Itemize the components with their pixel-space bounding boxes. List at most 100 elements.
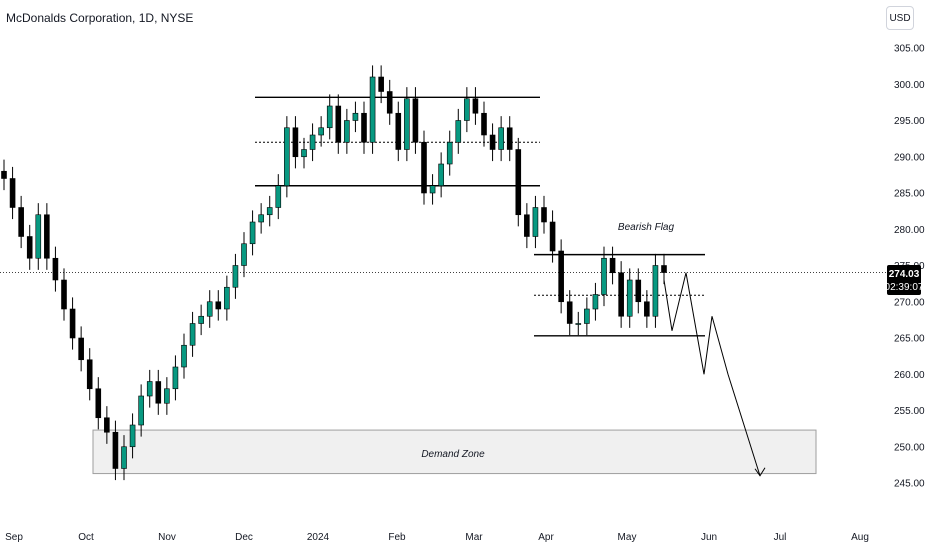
candle-body-down (26, 236, 33, 259)
candle-body-up (232, 265, 239, 288)
candle-body-down (18, 207, 24, 237)
candle (369, 65, 376, 154)
candle (61, 268, 67, 321)
candle (241, 232, 247, 278)
candle (95, 377, 102, 430)
y-tick-label: 250.00 (894, 442, 925, 453)
candle (44, 203, 50, 270)
candle-body-down (644, 301, 650, 317)
candle (181, 333, 187, 379)
y-axis[interactable]: 305.00300.00295.00290.00285.00280.00275.… (894, 44, 925, 490)
candle (35, 203, 42, 270)
candle (601, 246, 607, 307)
x-tick-label: May (618, 532, 637, 543)
projection-layer (663, 272, 766, 477)
y-tick-label: 255.00 (894, 406, 925, 417)
annotations-layer: Bearish Flag Demand Zone (421, 222, 674, 460)
x-tick-label: Apr (538, 532, 554, 543)
candle (284, 116, 290, 198)
candle-body-up (172, 366, 179, 390)
candle-body-down (635, 279, 642, 303)
candle (386, 79, 393, 125)
candle-body-down (541, 207, 547, 223)
candle (498, 116, 504, 162)
candle (541, 195, 547, 234)
candle (464, 87, 470, 133)
candle (249, 210, 256, 256)
candle-body-down (9, 178, 16, 208)
y-tick-label: 265.00 (894, 334, 925, 345)
candle-body-down (618, 272, 624, 317)
candle (52, 246, 59, 292)
candle-body-up (224, 286, 230, 310)
candle (558, 239, 564, 314)
candle-body-up (164, 388, 170, 404)
candle (532, 195, 539, 249)
candle-body-up (464, 98, 470, 121)
x-tick-label: Nov (158, 532, 176, 543)
candle (172, 355, 179, 401)
candle (224, 275, 230, 321)
candle (69, 297, 76, 350)
candle-body-up (146, 381, 153, 397)
candle-body-down (609, 257, 616, 274)
candle (104, 406, 110, 444)
candle (258, 203, 264, 234)
last-price-value: 274.03 (889, 269, 920, 280)
candle-body-up (258, 214, 264, 223)
candle (78, 326, 84, 372)
levels-layer (0, 96, 887, 337)
candle (198, 304, 204, 336)
y-tick-label: 290.00 (894, 152, 925, 163)
x-axis[interactable]: Sep Oct Nov Dec 2024 Feb Mar Apr May Jun Jul Aug (5, 532, 869, 543)
candle-body-down (361, 112, 367, 143)
candle (609, 246, 616, 285)
candle-body-down (472, 98, 479, 114)
currency-button[interactable]: USD (886, 6, 914, 30)
projection-path (663, 272, 761, 476)
candle-body-up (138, 395, 144, 426)
candle-body-down (95, 388, 102, 419)
candle-body-down (112, 431, 119, 469)
demand-zone-box (92, 429, 817, 475)
candle-body-up (326, 105, 333, 129)
candle (275, 174, 282, 220)
candle (524, 203, 530, 249)
candle (86, 348, 93, 401)
candle-body-down (524, 214, 530, 237)
last-price-tag: 274.03 02:39:07 (885, 265, 924, 295)
candle-body-up (206, 301, 213, 317)
candle (326, 94, 333, 140)
candle (232, 253, 239, 299)
candle-body-up (35, 214, 42, 259)
candle (652, 253, 659, 328)
candle (1, 159, 7, 191)
candle-body-up (352, 112, 359, 121)
candle-body-down (661, 265, 667, 273)
candle (618, 261, 624, 328)
candle (592, 282, 599, 321)
candle-body-up (652, 265, 659, 317)
candle-body-down (412, 98, 419, 143)
y-tick-label: 270.00 (894, 297, 925, 308)
candle-body-up (198, 315, 204, 324)
candle-body-up (189, 323, 196, 346)
candle (421, 130, 427, 205)
candle-body-down (489, 134, 496, 150)
candle-body-down (215, 301, 222, 310)
y-tick-label: 260.00 (894, 370, 925, 381)
candle-body-up (438, 163, 444, 187)
candle (189, 311, 196, 357)
candle (146, 369, 153, 408)
candle-body-up (275, 185, 282, 208)
y-tick-label: 245.00 (894, 479, 925, 490)
candle (489, 123, 496, 162)
candle-body-down (515, 149, 522, 216)
candle (455, 108, 462, 154)
candle-body-down (506, 127, 513, 150)
zones-layer (92, 429, 817, 475)
candle (9, 166, 16, 220)
candle-body-up (284, 127, 290, 187)
candle-body-down (421, 141, 427, 194)
